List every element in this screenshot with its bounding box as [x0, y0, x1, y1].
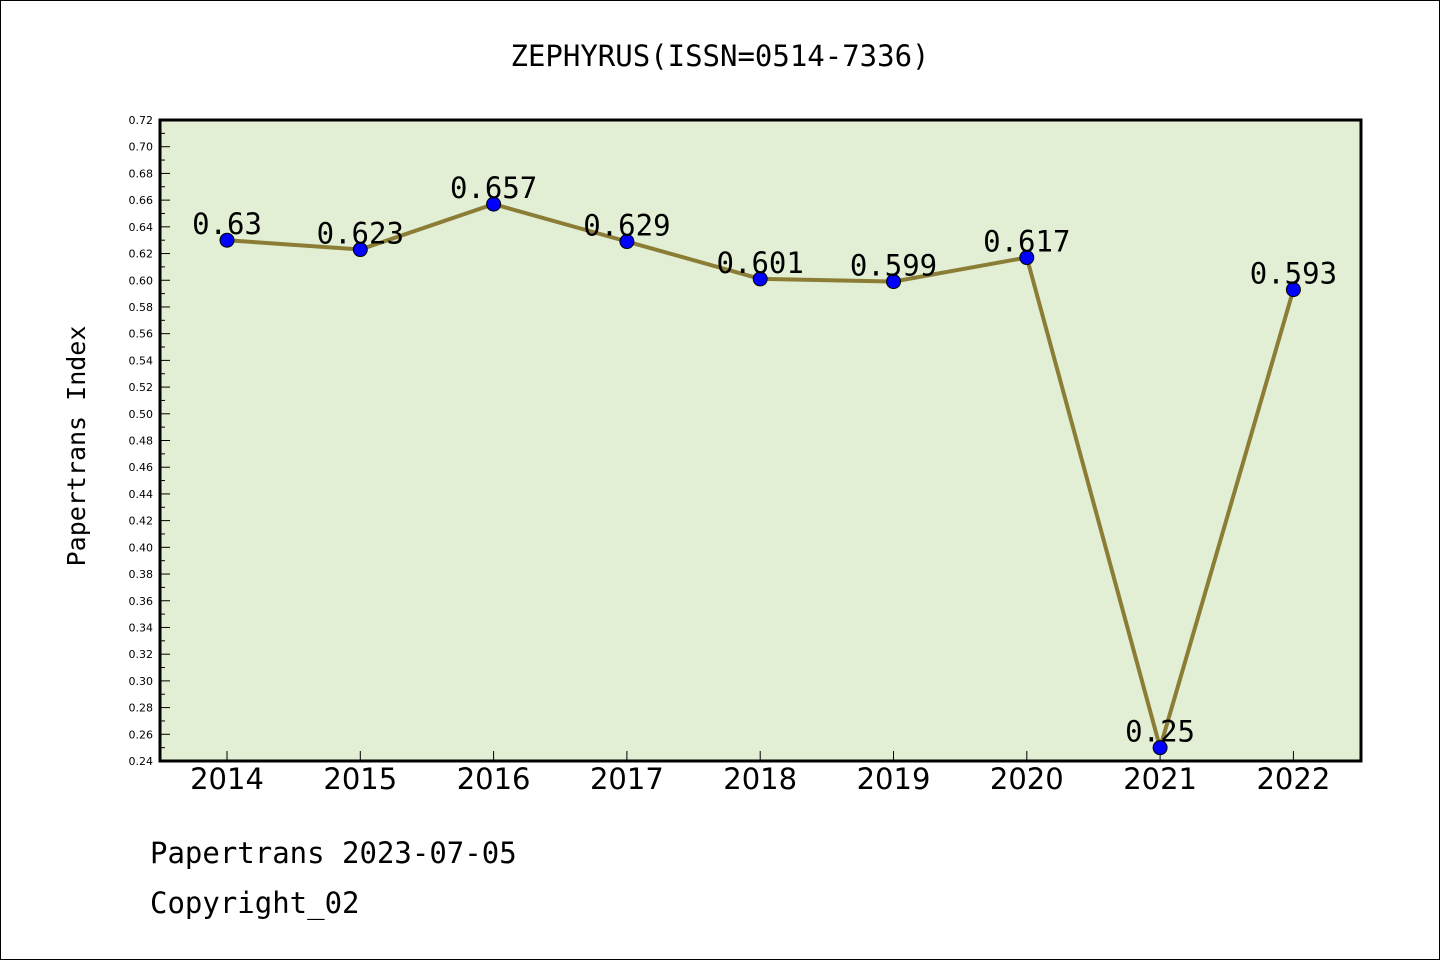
data-label: 0.629: [583, 209, 670, 243]
y-tick-label: 0.66: [129, 194, 154, 207]
y-tick-label: 0.46: [129, 461, 154, 474]
data-point: [486, 196, 502, 212]
x-axis-ticks: 2014 2015 2016 2017 2018 2019 2020 2021 2022: [190, 751, 1330, 796]
y-tick-label: 0.44: [129, 488, 154, 501]
data-point: [619, 234, 635, 250]
data-label: 0.63: [192, 207, 262, 241]
data-point: [1285, 282, 1301, 298]
data-point: [886, 274, 901, 290]
y-axis-ticks: 0.24 0.26 0.28 0.30 0.32 0.34 0.36 0.38 0.40 0.42…: [129, 114, 170, 768]
y-tick-label: 0.64: [129, 221, 154, 234]
y-tick-label: 0.36: [129, 595, 154, 608]
chart-title: ZEPHYRUS(ISSN=0514-7336): [510, 39, 929, 73]
data-label: 0.599: [850, 249, 937, 283]
data-label: 0.617: [983, 225, 1070, 259]
data-point: [219, 232, 235, 248]
y-axis-label: Papertrans Index: [62, 326, 91, 567]
y-tick-label: 0.52: [129, 381, 154, 394]
y-tick-label: 0.26: [129, 728, 154, 741]
x-tick-label: 2021: [1123, 762, 1197, 796]
y-tick-label: 0.50: [129, 408, 154, 421]
data-points: [219, 196, 1301, 756]
y-tick-label: 0.40: [129, 541, 154, 554]
x-tick-label: 2015: [323, 762, 397, 796]
x-tick-label: 2018: [723, 762, 797, 796]
footer-copyright: Copyright_02: [150, 886, 360, 920]
data-point: [752, 271, 768, 287]
x-tick-label: 2022: [1256, 762, 1330, 796]
y-tick-label: 0.56: [129, 328, 154, 341]
data-label: 0.657: [450, 171, 537, 205]
footer-date: Papertrans 2023-07-05: [150, 836, 517, 870]
x-tick-label: 2016: [457, 762, 531, 796]
y-tick-label: 0.38: [129, 568, 154, 581]
x-tick-label: 2020: [990, 762, 1064, 796]
plot-area: [158, 118, 1363, 763]
data-label: 0.601: [717, 246, 804, 280]
y-tick-label: 0.72: [129, 114, 154, 127]
x-tick-label: 2014: [190, 762, 264, 796]
y-tick-label: 0.30: [129, 675, 154, 688]
data-labels: 0.63 0.623 0.657 0.629 0.601 0.599 0.617 0.25 0.…: [192, 171, 1337, 749]
data-label: 0.25: [1125, 715, 1195, 749]
y-tick-label: 0.42: [129, 515, 154, 528]
y-tick-label: 0.58: [129, 301, 154, 314]
y-tick-label: 0.60: [129, 274, 154, 287]
data-label: 0.623: [317, 217, 404, 251]
x-tick-label: 2017: [590, 762, 664, 796]
y-tick-label: 0.54: [129, 354, 154, 367]
data-point: [1152, 740, 1168, 756]
data-point: [1019, 250, 1035, 266]
data-label: 0.593: [1250, 257, 1337, 291]
data-point: [352, 242, 368, 258]
y-tick-label: 0.70: [129, 141, 154, 154]
y-tick-label: 0.24: [129, 755, 154, 768]
y-tick-label: 0.62: [129, 248, 154, 261]
y-tick-label: 0.32: [129, 648, 154, 661]
y-tick-label: 0.48: [129, 435, 154, 448]
x-tick-label: 2019: [857, 762, 931, 796]
y-tick-label: 0.68: [129, 167, 154, 180]
y-tick-label: 0.28: [129, 702, 154, 715]
y-tick-label: 0.34: [129, 621, 154, 634]
